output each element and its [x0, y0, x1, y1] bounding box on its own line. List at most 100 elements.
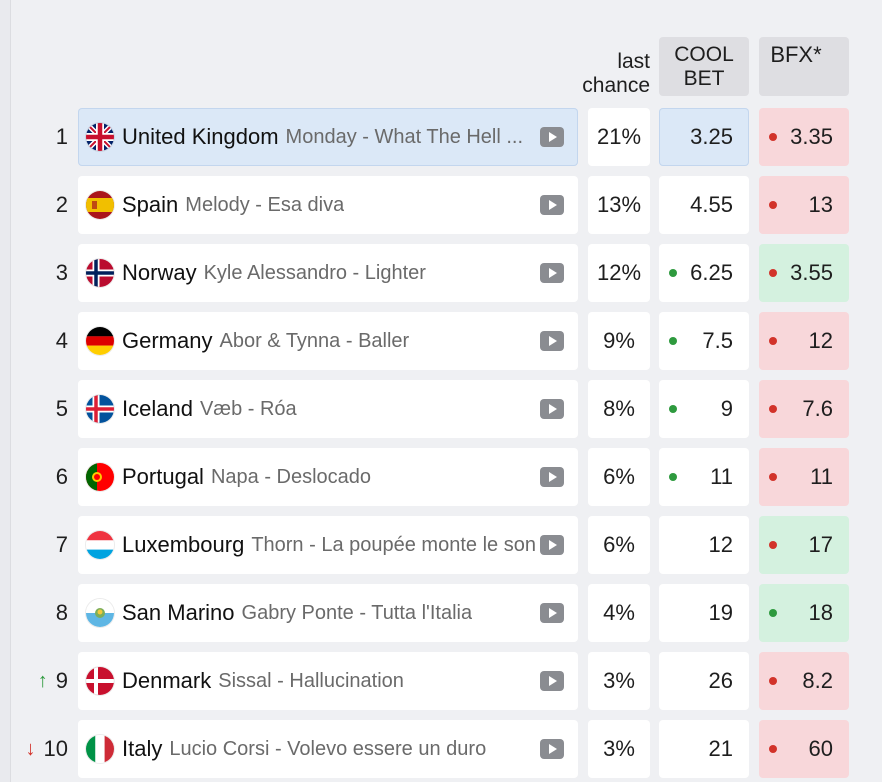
rank-cell: 3 — [0, 244, 68, 302]
song-cell[interactable]: Denmark Sissal - Hallucination — [78, 652, 578, 710]
play-video-icon[interactable] — [540, 535, 564, 555]
coolbet-odds-cell[interactable]: 4.55 — [659, 176, 749, 234]
artist-song: Lucio Corsi - Volevo essere un duro — [169, 737, 487, 760]
flag-is-icon — [86, 395, 114, 423]
play-video-icon[interactable] — [540, 467, 564, 487]
ranking-row[interactable]: 7 Luxembourg Thorn - La poupée monte le … — [0, 516, 882, 574]
coolbet-odds-value: 3.25 — [690, 124, 733, 149]
play-video-icon[interactable] — [540, 195, 564, 215]
play-video-icon[interactable] — [540, 331, 564, 351]
bfx-odds-value: 17 — [808, 532, 833, 557]
bfx-odds-cell[interactable]: 17 — [759, 516, 849, 574]
song-cell[interactable]: Norway Kyle Alessandro - Lighter — [78, 244, 578, 302]
artist-song: Kyle Alessandro - Lighter — [203, 261, 426, 284]
bfx-odds-value: 13 — [808, 192, 833, 217]
flag-pt-icon — [86, 463, 114, 491]
ranking-row[interactable]: ↑ 9 Denmark Sissal - Hallucination 3% 26 … — [0, 652, 882, 710]
bfx-odds-cell[interactable]: 11 — [759, 448, 849, 506]
song-cell[interactable]: Germany Abor & Tynna - Baller — [78, 312, 578, 370]
ranking-row[interactable]: 5 Iceland Væb - Róa 8% 9 7.6 — [0, 380, 882, 438]
ranking-row[interactable]: 4 Germany Abor & Tynna - Baller 9% 7.5 1… — [0, 312, 882, 370]
bfx-odds-value: 12 — [808, 328, 833, 353]
bfx-red-dot-icon — [769, 541, 777, 549]
coolbet-odds-cell[interactable]: 7.5 — [659, 312, 749, 370]
rank-cell: 5 — [0, 380, 68, 438]
song-cell[interactable]: Iceland Væb - Róa — [78, 380, 578, 438]
bfx-red-dot-icon — [769, 269, 777, 277]
coolbet-odds-cell[interactable]: 21 — [659, 720, 749, 778]
coolbet-odds-cell[interactable]: 6.25 — [659, 244, 749, 302]
bfx-odds-cell[interactable]: 13 — [759, 176, 849, 234]
ranking-row[interactable]: 3 Norway Kyle Alessandro - Lighter 12% 6… — [0, 244, 882, 302]
last-chance-cell: 3% — [588, 720, 650, 778]
bfx-odds-value: 7.6 — [802, 396, 833, 421]
song-cell[interactable]: United Kingdom Monday - What The Hell ..… — [78, 108, 578, 166]
last-chance-cell: 9% — [588, 312, 650, 370]
trend-down-icon: ↓ — [25, 737, 36, 760]
flag-uk-icon — [86, 123, 114, 151]
play-video-icon[interactable] — [540, 671, 564, 691]
flag-sm-icon — [86, 599, 114, 627]
rank-cell: 7 — [0, 516, 68, 574]
bfx-odds-cell[interactable]: 7.6 — [759, 380, 849, 438]
coolbet-odds-value: 12 — [708, 532, 733, 557]
ranking-row[interactable]: 1 United Kingdom Monday - What The Hell … — [0, 108, 882, 166]
country-name: Italy — [122, 736, 163, 761]
song-cell[interactable]: Spain Melody - Esa diva — [78, 176, 578, 234]
song-cell[interactable]: Portugal Napa - Deslocado — [78, 448, 578, 506]
rank-cell: 6 — [0, 448, 68, 506]
play-video-icon[interactable] — [540, 399, 564, 419]
trend-up-icon: ↑ — [37, 669, 48, 692]
country-name: Portugal — [122, 464, 204, 489]
column-header-bfx[interactable]: BFX* — [759, 37, 849, 96]
coolbet-green-dot-icon — [669, 473, 677, 481]
bfx-odds-cell[interactable]: 3.35 — [759, 108, 849, 166]
coolbet-odds-cell[interactable]: 11 — [659, 448, 749, 506]
country-name: Iceland — [122, 396, 193, 421]
song-cell[interactable]: Italy Lucio Corsi - Volevo essere un dur… — [78, 720, 578, 778]
song-cell[interactable]: Luxembourg Thorn - La poupée monte le so… — [78, 516, 578, 574]
last-chance-cell: 8% — [588, 380, 650, 438]
artist-song: Monday - What The Hell ... — [285, 125, 524, 148]
bfx-odds-cell[interactable]: 18 — [759, 584, 849, 642]
last-chance-cell: 13% — [588, 176, 650, 234]
ranking-row[interactable]: 8 San Marino Gabry Ponte - Tutta l'Itali… — [0, 584, 882, 642]
play-video-icon[interactable] — [540, 603, 564, 623]
flag-de-icon — [86, 327, 114, 355]
play-video-icon[interactable] — [540, 739, 564, 759]
coolbet-odds-cell[interactable]: 26 — [659, 652, 749, 710]
rank-number: 9 — [55, 668, 68, 693]
flag-no-icon — [86, 259, 114, 287]
last-chance-value: 13% — [596, 192, 642, 217]
coolbet-odds-cell[interactable]: 3.25 — [659, 108, 749, 166]
column-header-last-chance[interactable]: last chance — [578, 44, 650, 103]
last-chance-cell: 12% — [588, 244, 650, 302]
rank-cell: 1 — [0, 108, 68, 166]
artist-song: Napa - Deslocado — [210, 465, 372, 488]
coolbet-odds-value: 19 — [708, 600, 733, 625]
bfx-odds-value: 3.35 — [790, 124, 833, 149]
rank-number: 1 — [55, 124, 68, 149]
bfx-odds-cell[interactable]: 8.2 — [759, 652, 849, 710]
ranking-row[interactable]: 6 Portugal Napa - Deslocado 6% 11 11 — [0, 448, 882, 506]
rank-number: 6 — [55, 464, 68, 489]
bfx-odds-cell[interactable]: 3.55 — [759, 244, 849, 302]
artist-song: Gabry Ponte - Tutta l'Italia — [241, 601, 473, 624]
bfx-red-dot-icon — [769, 473, 777, 481]
bfx-odds-cell[interactable]: 60 — [759, 720, 849, 778]
coolbet-odds-cell[interactable]: 12 — [659, 516, 749, 574]
ranking-row[interactable]: 2 Spain Melody - Esa diva 13% 4.55 13 — [0, 176, 882, 234]
column-header-coolbet[interactable]: COOL BET — [659, 37, 749, 96]
coolbet-odds-cell[interactable]: 19 — [659, 584, 749, 642]
play-video-icon[interactable] — [540, 263, 564, 283]
coolbet-odds-cell[interactable]: 9 — [659, 380, 749, 438]
ranking-row[interactable]: ↓ 10 Italy Lucio Corsi - Volevo essere un… — [0, 720, 882, 778]
song-cell[interactable]: San Marino Gabry Ponte - Tutta l'Italia — [78, 584, 578, 642]
country-name: Denmark — [122, 668, 212, 693]
coolbet-odds-value: 9 — [720, 396, 733, 421]
country-name: Spain — [122, 192, 179, 217]
country-name: San Marino — [122, 600, 235, 625]
coolbet-green-dot-icon — [669, 269, 677, 277]
play-video-icon[interactable] — [540, 127, 564, 147]
bfx-odds-cell[interactable]: 12 — [759, 312, 849, 370]
